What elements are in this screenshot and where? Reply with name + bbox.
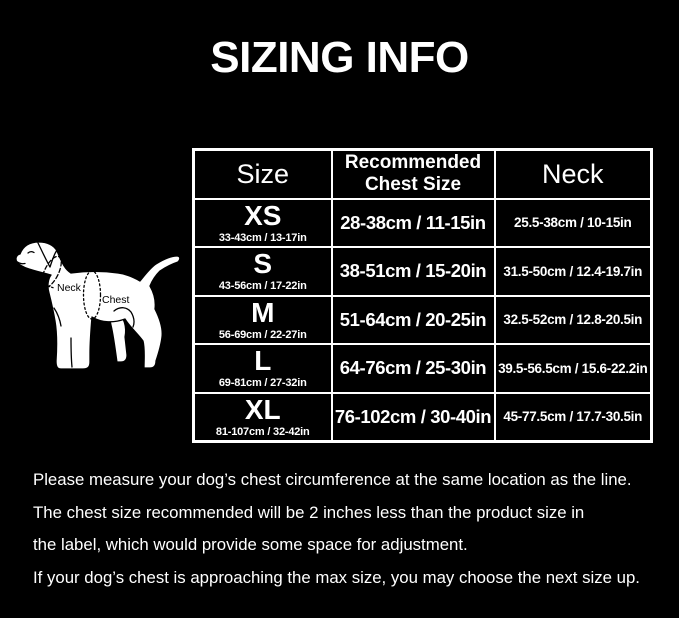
page-title: SIZING INFO bbox=[210, 33, 469, 82]
dog-mouth-line bbox=[15, 260, 26, 265]
size-cell: L 69-81cm / 27-32in bbox=[192, 343, 333, 394]
measurement-notes: Please measure your dog’s chest circumfe… bbox=[33, 464, 673, 594]
table-header-row: Size Recommended Chest Size Neck bbox=[192, 148, 653, 200]
table-row: L 69-81cm / 27-32in 64-76cm / 25-30in 39… bbox=[192, 343, 653, 394]
size-cell: XS 33-43cm / 13-17in bbox=[192, 197, 333, 248]
table-row: XL 81-107cm / 32-42in 76-102cm / 30-40in… bbox=[192, 391, 653, 443]
column-header-neck: Neck bbox=[493, 148, 653, 200]
chest-cell: 51-64cm / 20-25in bbox=[330, 294, 496, 345]
front-leg-separator-line bbox=[70, 337, 73, 368]
neck-cell: 45-77.5cm / 17.7-30.5in bbox=[493, 391, 653, 443]
chest-cell: 76-102cm / 30-40in bbox=[330, 391, 496, 443]
dog-measurement-diagram: Neck Chest bbox=[15, 241, 181, 370]
note-line: Please measure your dog’s chest circumfe… bbox=[33, 470, 632, 489]
column-header-size: Size bbox=[192, 148, 333, 200]
note-line: The chest size recommended will be 2 inc… bbox=[33, 502, 585, 522]
size-cell: S 43-56cm / 17-22in bbox=[192, 246, 333, 297]
dog-silhouette bbox=[15, 241, 181, 370]
size-cell: XL 81-107cm / 32-42in bbox=[192, 391, 333, 443]
table-row: S 43-56cm / 17-22in 38-51cm / 15-20in 31… bbox=[192, 246, 653, 297]
neck-cell: 31.5-50cm / 12.4-19.7in bbox=[493, 246, 653, 297]
dog-ear-line bbox=[37, 242, 59, 268]
neck-cell: 32.5-52cm / 12.8-20.5in bbox=[493, 294, 653, 345]
neck-label: Neck bbox=[57, 282, 82, 294]
table-row: M 56-69cm / 22-27in 51-64cm / 20-25in 32… bbox=[192, 294, 653, 345]
size-chart-table: Size Recommended Chest Size Neck XS 33-4… bbox=[192, 148, 653, 443]
note-line: the label, which would provide some spac… bbox=[33, 535, 468, 554]
chest-measure-line bbox=[82, 270, 102, 320]
chest-cell: 38-51cm / 15-20in bbox=[330, 246, 496, 297]
table-row: XS 33-43cm / 13-17in 28-38cm / 11-15in 2… bbox=[192, 197, 653, 248]
neck-cell: 39.5-56.5cm / 15.6-22.2in bbox=[493, 343, 653, 394]
column-header-chest: Recommended Chest Size bbox=[330, 148, 496, 200]
chest-cell: 28-38cm / 11-15in bbox=[330, 197, 496, 248]
neck-cell: 25.5-38cm / 10-15in bbox=[493, 197, 653, 248]
neck-measure-line bbox=[41, 255, 62, 289]
neck-label-leader bbox=[44, 284, 55, 289]
chest-cell: 64-76cm / 25-30in bbox=[330, 343, 496, 394]
shoulder-line bbox=[53, 307, 62, 327]
chest-label: Chest bbox=[102, 294, 130, 306]
size-cell: M 56-69cm / 22-27in bbox=[192, 294, 333, 345]
haunch-line bbox=[113, 307, 135, 328]
dog-eye bbox=[27, 250, 35, 254]
note-line: If your dog’s chest is approaching the m… bbox=[33, 567, 640, 587]
